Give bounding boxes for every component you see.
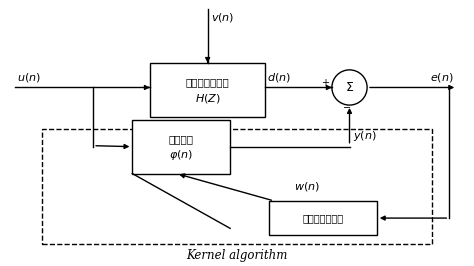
Text: 未知非线性系统: 未知非线性系统 [186, 77, 229, 87]
Bar [150, 63, 265, 117]
Text: $y(n)$: $y(n)$ [354, 129, 377, 143]
Bar [42, 128, 432, 244]
Text: 核滤波器: 核滤波器 [169, 134, 194, 144]
Text: +: + [321, 78, 329, 88]
Text: $e(n)$: $e(n)$ [430, 70, 454, 84]
Text: Kernel algorithm: Kernel algorithm [186, 249, 288, 262]
Text: $u(n)$: $u(n)$ [17, 70, 41, 84]
Text: $-$: $-$ [342, 101, 351, 111]
Bar [132, 120, 230, 174]
Text: $v(n)$: $v(n)$ [210, 11, 234, 24]
Text: $\varphi(n)$: $\varphi(n)$ [169, 148, 193, 163]
Text: $\Sigma$: $\Sigma$ [345, 81, 354, 94]
Bar [269, 201, 377, 235]
Text: $w(n)$: $w(n)$ [294, 180, 319, 193]
Text: $d(n)$: $d(n)$ [267, 70, 291, 84]
Text: 自适应滤波算法: 自适应滤波算法 [302, 213, 344, 223]
Text: $H(Z)$: $H(Z)$ [195, 92, 220, 105]
